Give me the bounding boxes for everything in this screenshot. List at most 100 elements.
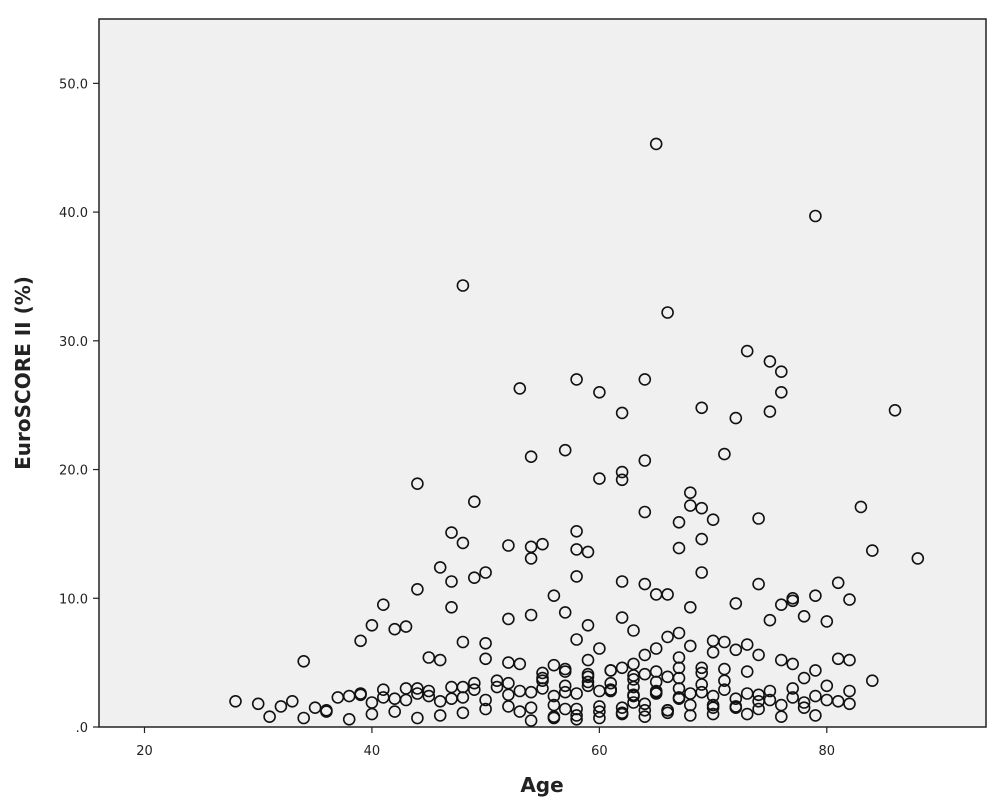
y-tick-label: 50.0 bbox=[59, 77, 88, 92]
data-point bbox=[558, 606, 572, 619]
data-point bbox=[718, 447, 731, 461]
data-point bbox=[695, 532, 709, 546]
data-point bbox=[297, 711, 311, 725]
data-point bbox=[752, 577, 765, 591]
data-point bbox=[729, 597, 743, 610]
data-point bbox=[797, 671, 811, 685]
data-point bbox=[297, 654, 311, 668]
data-point bbox=[672, 515, 686, 529]
data-point bbox=[433, 694, 447, 708]
data-point bbox=[661, 306, 674, 319]
data-point bbox=[786, 591, 800, 605]
data-point bbox=[433, 709, 447, 722]
data-point bbox=[285, 694, 299, 708]
data-point bbox=[797, 701, 811, 715]
data-point bbox=[683, 499, 697, 512]
data-point bbox=[479, 652, 492, 666]
data-point bbox=[411, 711, 424, 725]
data-point bbox=[342, 712, 356, 726]
data-point bbox=[763, 405, 777, 418]
data-point bbox=[411, 477, 424, 491]
data-point bbox=[615, 465, 629, 479]
data-point bbox=[524, 714, 538, 727]
data-point bbox=[467, 676, 481, 690]
data-point bbox=[581, 675, 595, 689]
data-point bbox=[308, 701, 322, 715]
data-point bbox=[888, 403, 902, 417]
data-point bbox=[627, 689, 640, 703]
data-point bbox=[558, 443, 572, 457]
data-point bbox=[479, 693, 492, 707]
data-point bbox=[774, 365, 788, 379]
y-tick-label: 40.0 bbox=[59, 206, 88, 221]
data-point bbox=[536, 537, 549, 551]
data-point bbox=[581, 667, 595, 681]
data-point bbox=[593, 385, 606, 399]
data-point bbox=[729, 643, 743, 657]
data-point bbox=[911, 552, 925, 565]
data-point bbox=[365, 618, 379, 632]
data-point bbox=[593, 642, 606, 655]
data-point bbox=[513, 382, 527, 395]
data-point bbox=[456, 635, 470, 649]
data-point bbox=[320, 705, 333, 718]
x-tick-label: 40 bbox=[364, 744, 381, 759]
x-axis-ticks: 20 40 60 80 bbox=[136, 727, 835, 759]
data-point bbox=[638, 648, 652, 662]
data-point bbox=[627, 673, 640, 686]
data-point bbox=[274, 700, 288, 713]
data-point bbox=[729, 411, 743, 425]
data-point bbox=[593, 705, 606, 718]
data-point bbox=[752, 694, 765, 708]
data-point bbox=[502, 656, 515, 669]
data-point bbox=[820, 679, 834, 693]
data-point bbox=[490, 680, 504, 694]
data-point bbox=[740, 707, 754, 721]
data-point bbox=[661, 630, 674, 644]
data-point bbox=[251, 697, 265, 711]
data-point bbox=[536, 666, 549, 680]
data-point bbox=[649, 588, 663, 601]
data-point bbox=[547, 689, 561, 703]
data-point bbox=[479, 566, 492, 579]
data-point bbox=[627, 624, 640, 637]
data-point bbox=[513, 705, 527, 718]
data-point bbox=[615, 611, 629, 624]
data-point bbox=[388, 622, 402, 636]
data-point bbox=[672, 661, 686, 675]
data-point bbox=[445, 600, 458, 614]
data-point bbox=[615, 473, 629, 487]
data-point bbox=[683, 639, 697, 653]
data-point bbox=[718, 635, 731, 649]
data-point bbox=[536, 674, 549, 688]
data-point bbox=[376, 598, 390, 612]
data-point bbox=[672, 692, 686, 706]
data-point bbox=[388, 705, 402, 718]
data-point bbox=[638, 710, 652, 724]
data-point bbox=[479, 636, 492, 650]
x-tick-label: 60 bbox=[591, 744, 608, 759]
data-point bbox=[399, 620, 413, 633]
y-tick-label: 20.0 bbox=[59, 464, 88, 479]
data-point bbox=[445, 575, 458, 588]
data-point bbox=[547, 589, 561, 603]
data-point bbox=[774, 698, 788, 712]
data-point bbox=[229, 694, 242, 708]
data-point bbox=[445, 692, 458, 706]
data-point bbox=[718, 662, 731, 676]
data-point bbox=[672, 541, 686, 555]
data-point bbox=[524, 450, 538, 464]
data-point bbox=[695, 666, 709, 680]
data-point bbox=[502, 612, 515, 626]
data-point bbox=[433, 561, 447, 574]
data-point bbox=[411, 687, 424, 700]
x-axis-title: Age bbox=[520, 773, 563, 797]
data-point bbox=[524, 608, 538, 622]
data-point bbox=[695, 501, 709, 515]
data-point bbox=[740, 638, 754, 651]
data-point bbox=[786, 691, 800, 704]
data-point bbox=[536, 682, 549, 695]
data-point bbox=[831, 694, 845, 708]
y-axis-title: EuroSCORE II (%) bbox=[11, 276, 35, 470]
data-point bbox=[615, 707, 629, 721]
